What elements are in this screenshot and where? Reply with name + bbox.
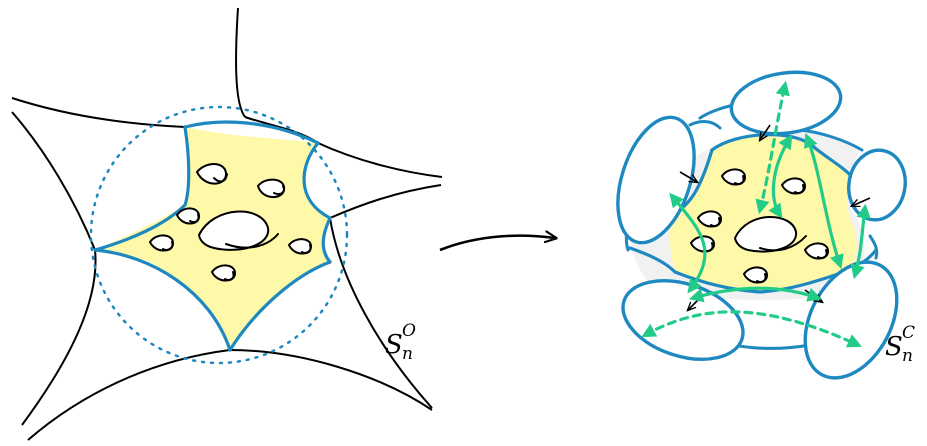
capped-surface-label-sup: C bbox=[902, 323, 916, 343]
cap-right bbox=[847, 148, 907, 222]
green-arrows-dashed bbox=[641, 80, 862, 348]
open-surface-label-sup: O bbox=[402, 321, 416, 341]
capped-surface-label-main: S bbox=[885, 332, 903, 362]
cap-top bbox=[729, 70, 843, 136]
genus-holes-open bbox=[148, 163, 312, 282]
open-surface-label-main: S bbox=[385, 330, 403, 360]
open-surface bbox=[11, 7, 443, 441]
dotted-reference-circle bbox=[89, 105, 349, 365]
open-surface-label-sub: n bbox=[402, 344, 413, 364]
capped-surface bbox=[616, 70, 907, 380]
capped-surface-label-sub: n bbox=[902, 346, 913, 366]
transition-arrow bbox=[439, 236, 555, 252]
